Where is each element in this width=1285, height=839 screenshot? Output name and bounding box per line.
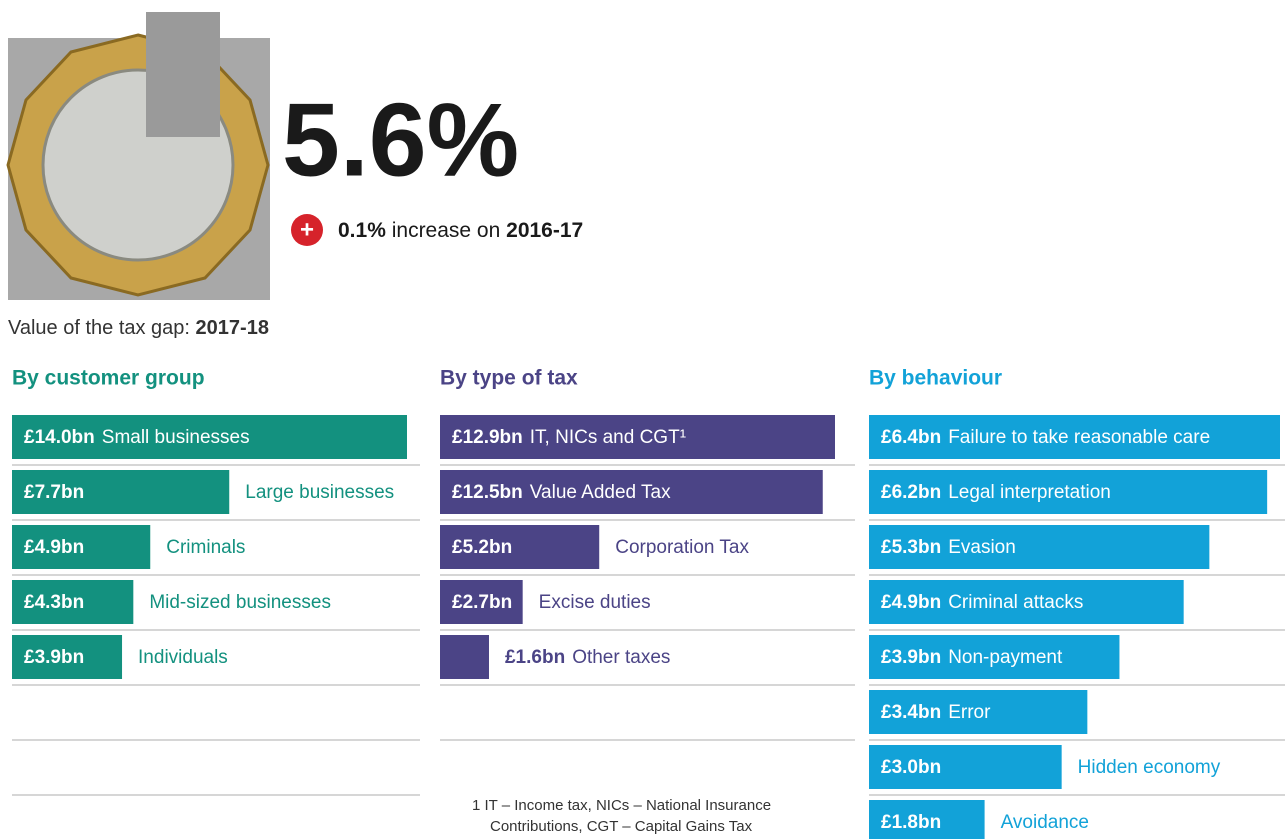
bar [869,470,1268,514]
value-label: £12.9bn [452,427,523,448]
subtitle-period: 2017-18 [196,317,269,339]
bar-label: Excise duties [539,592,651,613]
value-label: £12.5bn [452,482,523,503]
bar [440,415,835,459]
change-period: 2016-17 [506,219,583,242]
value-label: £2.7bn [452,592,512,613]
value-label: £7.7bn [24,482,84,503]
bar-label: Criminal attacks [948,592,1083,613]
value-label: £6.2bn [881,482,941,503]
value-label: £6.4bn [881,427,941,448]
value-label: £3.9bn [881,647,941,668]
value-label: £4.9bn [881,592,941,613]
bar [440,635,489,679]
bar-label: Large businesses [245,482,394,503]
bar-label: Failure to take reasonable care [948,427,1210,448]
bar [869,580,1184,624]
bar-label: Small businesses [102,427,250,448]
value-label: £14.0bn [24,427,95,448]
bar [869,415,1280,459]
value-label: £1.8bn [881,812,941,833]
plus-sign: + [300,216,314,243]
bar-label: Value Added Tax [530,482,671,503]
value-label: £1.6bn [505,647,565,668]
bar-label: Evasion [948,537,1016,558]
bar [12,415,407,459]
increase-icon [291,214,323,246]
bar [440,580,523,624]
bar [869,800,985,839]
bar [12,580,134,624]
bar-label: Avoidance [1001,812,1089,833]
bar [440,525,600,569]
bar-label: IT, NICs and CGT¹ [530,427,686,448]
change-text: increase on [392,219,501,242]
bar [869,525,1210,569]
change-value: 0.1% [338,219,386,242]
bar [12,470,230,514]
chart-title: By behaviour [869,367,1002,390]
chart-title: By customer group [12,367,205,390]
bar [869,635,1120,679]
chart-title: By type of tax [440,367,578,390]
bar-label: Non-payment [948,647,1063,668]
bar-label: Individuals [138,647,228,668]
footnote-line: Contributions, CGT – Capital Gains Tax [490,818,753,835]
coin [6,12,270,300]
subtitle-text: Value of the tax gap: [8,317,190,339]
value-label: £5.2bn [452,537,512,558]
footnote-line: 1 IT – Income tax, NICs – National Insur… [472,797,771,814]
coin-overlay [146,12,220,137]
headline: 5.6% [282,82,519,198]
change-line: 0.1% increase on 2016-17 [338,219,583,242]
bar-label: Criminals [166,537,245,558]
bar-label: Corporation Tax [615,537,749,558]
bar [12,525,151,569]
bar-label: Mid-sized businesses [149,592,331,613]
subtitle: Value of the tax gap: 2017-18 [8,317,269,339]
value-label: £4.3bn [24,592,84,613]
bar [12,635,123,679]
bar-label: Error [948,702,991,723]
value-label: £3.9bn [24,647,84,668]
bar-label: Legal interpretation [948,482,1111,503]
bar [869,690,1088,734]
bar [440,470,823,514]
bar-label: Other taxes [572,647,670,668]
value-label: £4.9bn [24,537,84,558]
bar [869,745,1062,789]
bar-label: Hidden economy [1078,757,1221,778]
value-label: £5.3bn [881,537,941,558]
value-label: £3.0bn [881,757,941,778]
value-label: £3.4bn [881,702,941,723]
